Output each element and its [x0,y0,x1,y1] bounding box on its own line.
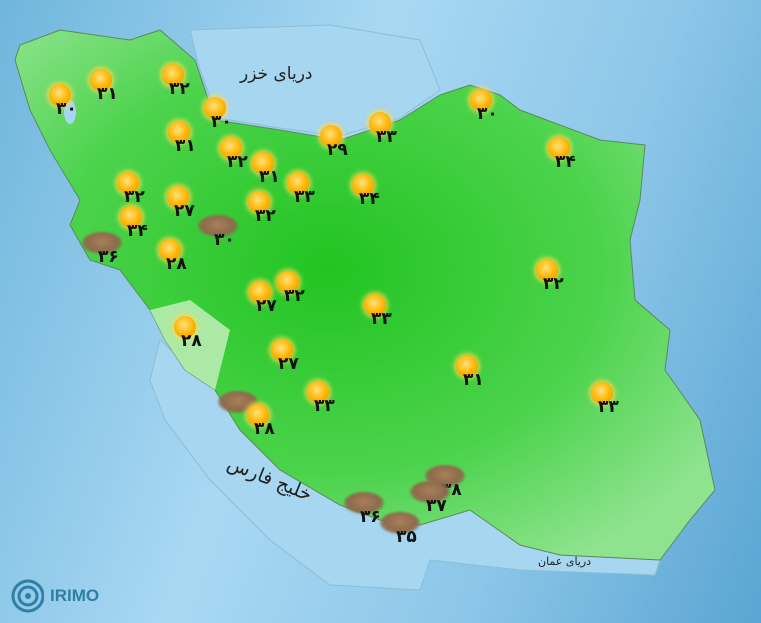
dust-icon [198,215,238,237]
irimo-logo-text: IRIMO [50,586,100,605]
station-temperature: ۲۷ [174,201,195,221]
sun-icon [204,97,226,119]
station-temperature: ۳۳ [294,187,315,207]
caspian-sea-label: دریای خزر [240,64,313,84]
sun-icon [117,172,139,194]
station-temperature: ۳۱ [175,136,196,156]
station-temperature: ۳۶ [98,247,119,267]
sun-icon [536,259,558,281]
station-temperature: ۳۲ [227,152,248,172]
sun-icon [249,281,271,303]
station-temperature: ۳۴ [359,189,380,209]
sun-icon [167,186,189,208]
station-temperature: ۳۸ [254,419,275,439]
station-temperature: ۳۵ [396,527,417,547]
station-temperature: ۳۱ [259,167,280,187]
station-temperature: ۳۰ [56,99,77,119]
sun-icon [159,239,181,261]
irimo-logo: IRIMO [8,578,99,614]
sun-icon [320,125,342,147]
station-temperature: ۳۳ [371,309,392,329]
station-temperature: ۳۳ [376,127,397,147]
station-temperature: ۳۲ [124,187,145,207]
station-temperature: ۲۷ [278,354,299,374]
sun-icon [271,339,293,361]
sun-icon [364,294,386,316]
sun-icon [352,174,374,196]
dust-icon [410,481,450,503]
station-temperature: ۳۴ [555,152,576,172]
irimo-logo-icon [11,579,44,613]
station-temperature: ۳۰ [214,230,235,250]
sun-icon [162,64,184,86]
sun-icon [287,172,309,194]
station-temperature: ۳۱ [97,84,118,104]
sun-icon [591,382,613,404]
sun-icon [470,89,492,111]
dust-icon [344,492,384,514]
station-temperature: ۳۰ [211,112,232,132]
dust-icon [82,232,122,254]
sun-icon [247,404,269,426]
station-temperature: ۳۱ [463,370,484,390]
sun-icon [248,191,270,213]
sun-icon [120,206,142,228]
dust-icon [218,391,258,413]
station-temperature: ۳۰ [477,104,498,124]
station-temperature: ۳۲ [255,206,276,226]
sun-icon [307,381,329,403]
station-temperature: ۳۲ [543,274,564,294]
station-temperature: ۲۸ [181,331,202,351]
dust-icon [380,512,420,534]
sun-icon [456,355,478,377]
sun-icon [220,137,242,159]
station-temperature: ۳۳ [598,397,619,417]
station-temperature: ۳۲ [284,286,305,306]
sun-icon [49,84,71,106]
station-temperature: ۳۳ [314,396,335,416]
station-temperature: ۳۲ [169,79,190,99]
sun-icon [548,137,570,159]
iran-land [14,29,716,561]
station-temperature: ۲۸ [166,254,187,274]
station-temperature: ۲۷ [256,296,277,316]
station-temperature: ۳۷ [426,496,447,516]
sun-icon [369,112,391,134]
sun-icon [277,271,299,293]
sun-icon [252,152,274,174]
lake-urmia [64,100,76,124]
sun-icon [90,69,112,91]
station-temperature: ۳۶ [360,507,381,527]
station-temperature: ۳۴ [127,221,148,241]
sun-icon [168,121,190,143]
sun-icon [174,316,196,338]
station-temperature: ۲۹ [327,140,348,160]
oman-sea-label: دریای عمان [538,555,592,568]
